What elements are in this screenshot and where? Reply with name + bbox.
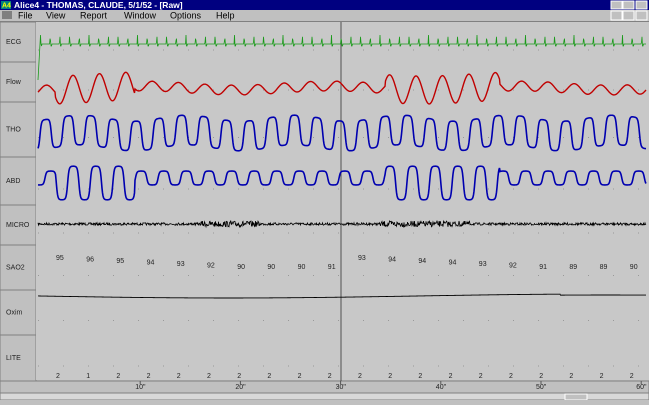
ecg-trace bbox=[37, 34, 646, 81]
time-label: 20" bbox=[235, 384, 246, 391]
channel-label: LITE bbox=[6, 355, 21, 362]
lite-value: 2 bbox=[298, 373, 302, 380]
menu-item[interactable]: View bbox=[46, 10, 66, 20]
oxim-trace bbox=[37, 293, 646, 299]
lite-value: 2 bbox=[56, 373, 60, 380]
lite-value: 2 bbox=[600, 373, 604, 380]
title-bar bbox=[0, 0, 649, 10]
sao2-value: 94 bbox=[388, 256, 396, 263]
channel-label: ABD bbox=[6, 178, 20, 185]
lite-value: 2 bbox=[358, 373, 362, 380]
separator bbox=[0, 21, 649, 22]
lite-value: 2 bbox=[509, 373, 513, 380]
trace-area bbox=[36, 22, 649, 380]
lite-value: 2 bbox=[388, 373, 392, 380]
sao2-value: 89 bbox=[600, 264, 608, 271]
doc-close[interactable] bbox=[635, 10, 648, 21]
app-icon-text: A4 bbox=[2, 2, 11, 9]
lite-value: 2 bbox=[630, 373, 634, 380]
app-icon bbox=[1, 1, 11, 9]
lite-value: 1 bbox=[86, 373, 90, 380]
sao2-value: 91 bbox=[328, 264, 336, 271]
sao2-value: 89 bbox=[569, 264, 577, 271]
channel-label: SAO2 bbox=[6, 264, 25, 271]
window-title: Alice4 - THOMAS, CLAUDE, 5/1/52 - [Raw] bbox=[14, 0, 183, 10]
channel-label: MICRO bbox=[6, 222, 30, 229]
close-button[interactable] bbox=[635, 0, 648, 10]
doc-minimize[interactable] bbox=[610, 10, 623, 21]
scroll-thumb[interactable] bbox=[564, 393, 588, 401]
scrollbar[interactable] bbox=[0, 392, 649, 401]
sao2-value: 92 bbox=[509, 262, 517, 269]
channel-label: THO bbox=[6, 126, 21, 133]
menu-item[interactable]: Report bbox=[80, 10, 108, 20]
menu-item[interactable]: Window bbox=[124, 10, 157, 20]
lite-value: 2 bbox=[267, 373, 271, 380]
sao2-value: 90 bbox=[237, 264, 245, 271]
lite-value: 2 bbox=[539, 373, 543, 380]
sao2-value: 96 bbox=[86, 256, 94, 263]
lite-value: 2 bbox=[147, 373, 151, 380]
time-label: 10" bbox=[135, 384, 146, 391]
sao2-value: 94 bbox=[147, 259, 155, 266]
flow-trace bbox=[37, 71, 647, 105]
title-buttons bbox=[610, 0, 648, 10]
lite-value: 2 bbox=[116, 373, 120, 380]
micro-trace bbox=[37, 219, 647, 229]
lite-value: 2 bbox=[177, 373, 181, 380]
sao2-value: 91 bbox=[539, 264, 547, 271]
menu-bar bbox=[0, 10, 649, 21]
sao2-value: 90 bbox=[267, 264, 275, 271]
lite-value: 2 bbox=[449, 373, 453, 380]
sao2-value: 94 bbox=[449, 259, 457, 266]
minimize-button[interactable] bbox=[610, 0, 623, 10]
menu-item[interactable]: Options bbox=[170, 10, 202, 20]
sao2-value: 90 bbox=[630, 264, 638, 271]
menu-item[interactable]: Help bbox=[216, 10, 235, 20]
sao2-value: 93 bbox=[479, 261, 487, 268]
maximize-button[interactable] bbox=[622, 0, 635, 10]
sao2-value: 93 bbox=[177, 261, 185, 268]
lite-value: 2 bbox=[479, 373, 483, 380]
lite-value: 2 bbox=[328, 373, 332, 380]
tho-trace bbox=[37, 114, 647, 152]
sao2-value: 93 bbox=[358, 255, 366, 262]
sao2-value: 90 bbox=[298, 264, 306, 271]
lite-value: 2 bbox=[237, 373, 241, 380]
sao2-value: 95 bbox=[56, 255, 64, 262]
label-column bbox=[0, 21, 37, 383]
sao2-value: 95 bbox=[116, 258, 124, 265]
abd-trace bbox=[37, 165, 647, 201]
channel-label: Oxim bbox=[6, 309, 23, 316]
menu: File View Report Window Options Help bbox=[18, 10, 235, 20]
channel-label: Flow bbox=[6, 79, 22, 86]
lite-value: 2 bbox=[418, 373, 422, 380]
sao2-value: 92 bbox=[207, 262, 215, 269]
time-label: 50" bbox=[536, 384, 547, 391]
lite-value: 2 bbox=[569, 373, 573, 380]
sao2-value: 94 bbox=[418, 258, 426, 265]
doc-icon bbox=[2, 11, 12, 19]
channel-label: ECG bbox=[6, 39, 21, 46]
time-label: 60" bbox=[636, 384, 647, 391]
menu-item[interactable]: File bbox=[18, 10, 33, 20]
doc-maximize[interactable] bbox=[622, 10, 635, 21]
time-label: 30" bbox=[336, 384, 347, 391]
time-label: 40" bbox=[436, 384, 447, 391]
time-axis bbox=[0, 380, 649, 394]
lite-value: 2 bbox=[207, 373, 211, 380]
